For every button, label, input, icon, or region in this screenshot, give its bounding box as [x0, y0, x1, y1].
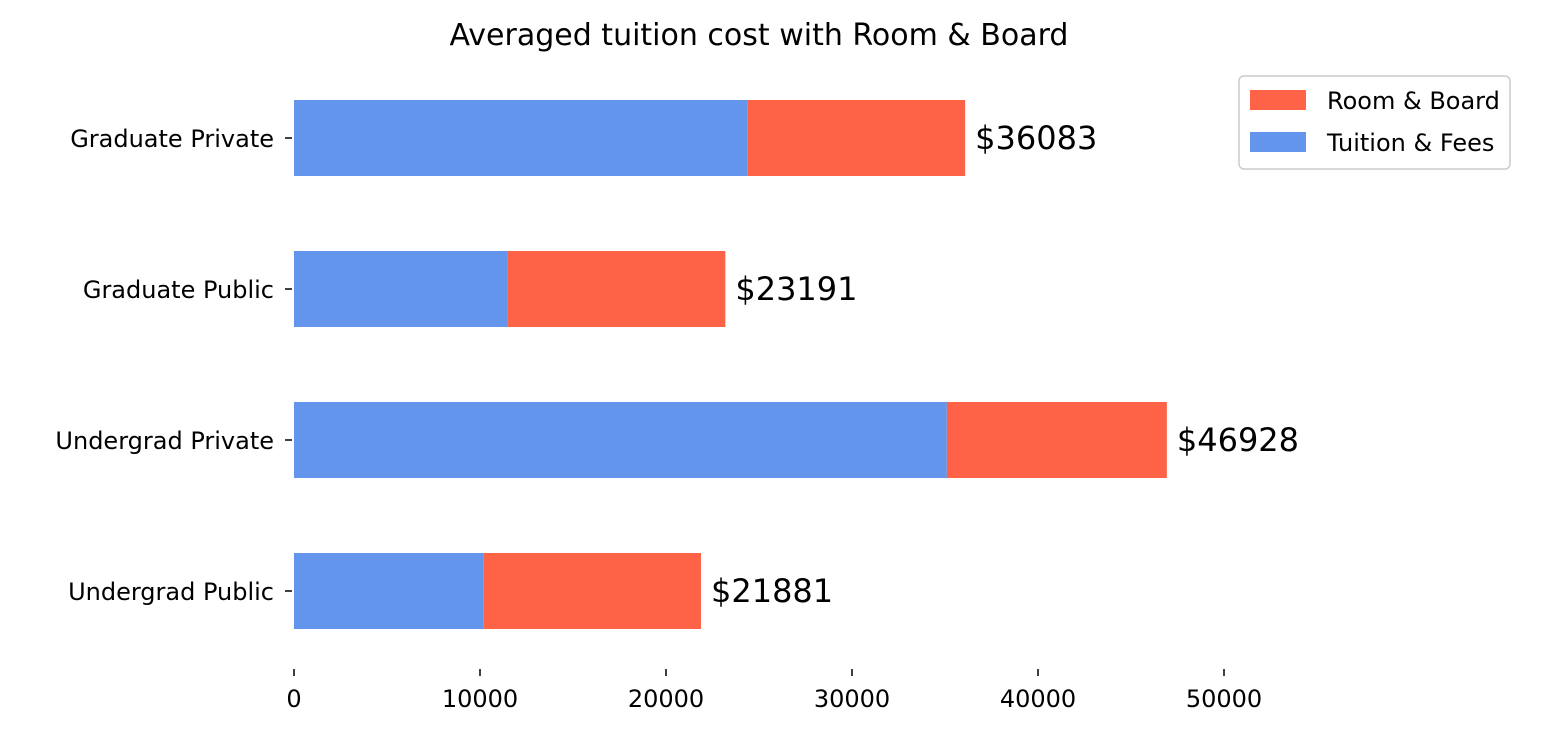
- y-tick-label-graduate-public: Graduate Public: [83, 276, 274, 304]
- bar-room-board-undergrad-public: [483, 553, 701, 629]
- bar-tuition-fees-graduate-public: [294, 251, 508, 327]
- x-axis: 0 10000 20000 30000 40000 50000: [286, 669, 1262, 713]
- total-label-graduate-private: $36083: [975, 119, 1097, 157]
- legend-swatch-tuition-fees: [1250, 132, 1306, 152]
- x-tick-label-0: 0: [286, 685, 301, 713]
- x-tick-label-30000: 30000: [814, 685, 890, 713]
- total-label-undergrad-public: $21881: [711, 572, 833, 610]
- legend-box: [1238, 75, 1511, 170]
- y-axis: Graduate Private Graduate Public Undergrad…: [55, 125, 292, 606]
- chart-title: Averaged tuition cost with Room & Board: [450, 18, 1069, 53]
- x-tick-label-20000: 20000: [628, 685, 704, 713]
- y-tick-label-graduate-private: Graduate Private: [70, 125, 274, 153]
- y-tick-label-undergrad-public: Undergrad Public: [68, 578, 274, 606]
- x-tick-label-50000: 50000: [1186, 685, 1262, 713]
- bar-tuition-fees-undergrad-private: [294, 402, 947, 478]
- y-tick-label-undergrad-private: Undergrad Private: [55, 427, 274, 455]
- bar-tuition-fees-undergrad-public: [294, 553, 484, 629]
- bars-group: [294, 100, 1167, 629]
- bar-room-board-graduate-private: [747, 100, 966, 176]
- legend: Room & Board Tuition & Fees: [1238, 75, 1511, 170]
- x-tick-label-10000: 10000: [442, 685, 518, 713]
- legend-label-tuition-fees: Tuition & Fees: [1326, 129, 1494, 157]
- legend-swatch-room-board: [1250, 90, 1306, 110]
- bar-room-board-graduate-public: [507, 251, 726, 327]
- total-labels: $36083 $23191 $46928 $21881: [711, 119, 1299, 610]
- legend-label-room-board: Room & Board: [1327, 87, 1500, 115]
- bar-tuition-fees-graduate-private: [294, 100, 748, 176]
- bar-room-board-undergrad-private: [946, 402, 1167, 478]
- x-tick-label-40000: 40000: [1000, 685, 1076, 713]
- total-label-undergrad-private: $46928: [1177, 421, 1299, 459]
- total-label-graduate-public: $23191: [735, 270, 857, 308]
